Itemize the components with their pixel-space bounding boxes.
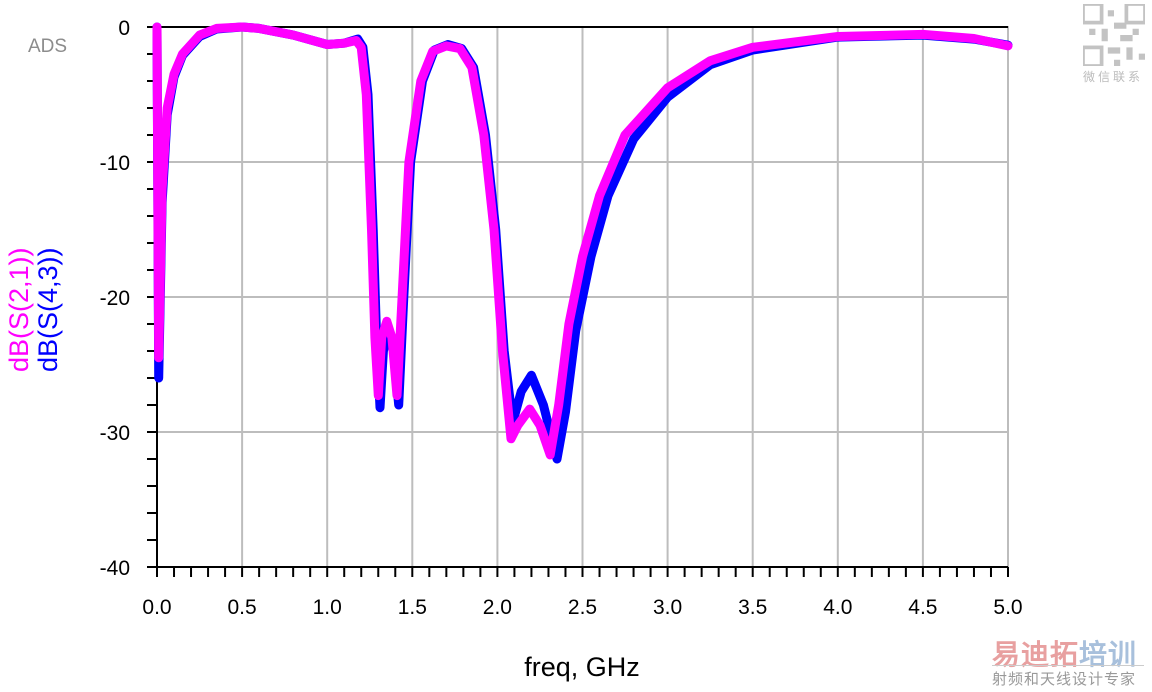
- y-tick-label: -20: [100, 287, 130, 310]
- x-tick-label: 2.0: [483, 596, 512, 619]
- y-axis-label: dB(S(2,1)) dB(S(4,3)): [0, 200, 70, 380]
- x-tick-label: 4.5: [908, 596, 937, 619]
- x-tick-label: 1.5: [398, 596, 427, 619]
- y-tick-label: -10: [100, 152, 130, 175]
- y-tick-label: -30: [100, 422, 130, 445]
- x-tick-label: 3.0: [653, 596, 682, 619]
- y-tick-label: 0: [118, 17, 130, 40]
- ads-label: ADS: [28, 36, 68, 57]
- qr-caption: 微信联系: [1083, 70, 1144, 84]
- brand-watermark: 易迪拓培训: [992, 633, 1137, 673]
- y-tick-label: -40: [100, 557, 130, 580]
- x-tick-label: 0.0: [142, 596, 171, 619]
- x-tick-label: 2.5: [568, 596, 597, 619]
- brand-divider: [992, 665, 1144, 666]
- y-label-s43: dB(S(4,3)): [33, 247, 63, 372]
- brand-b: 培训: [1079, 639, 1138, 670]
- x-tick-label: 5.0: [993, 596, 1022, 619]
- series-line-s21: [152, 22, 1013, 460]
- brand-a: 易迪拓: [992, 639, 1080, 670]
- x-tick-label: 4.0: [823, 596, 852, 619]
- y-label-s21: dB(S(2,1)): [4, 247, 34, 372]
- x-tick-label: 3.5: [738, 596, 767, 619]
- x-tick-label: 1.0: [313, 596, 342, 619]
- x-tick-label: 0.5: [227, 596, 256, 619]
- brand-subtitle: 射频和天线设计专家: [992, 671, 1137, 688]
- x-axis-label: freq, GHz: [524, 652, 640, 682]
- qr-code-watermark: [1083, 4, 1145, 66]
